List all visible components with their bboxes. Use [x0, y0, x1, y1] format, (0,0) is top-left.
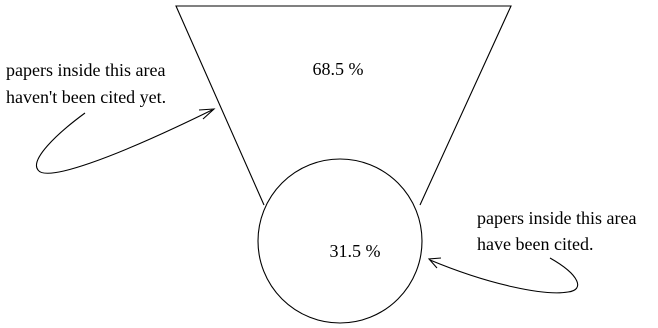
uncited-arrowhead [198, 108, 216, 120]
funnel-shape [175, 5, 512, 206]
cited-arrowhead [427, 257, 442, 269]
uncited-arrow [36, 109, 213, 174]
cited-annotation-line2: have been cited. [477, 234, 593, 254]
funnel-percent-label: 68.5 % [313, 59, 364, 79]
circle-percent-label: 31.5 % [330, 241, 381, 261]
circle-shape [257, 158, 423, 324]
cited-arrow [429, 257, 579, 294]
cited-annotation-line1: papers inside this area [477, 208, 636, 228]
uncited-annotation-line2: haven't been cited yet. [6, 87, 166, 107]
uncited-annotation-line1: papers inside this area [6, 60, 165, 80]
